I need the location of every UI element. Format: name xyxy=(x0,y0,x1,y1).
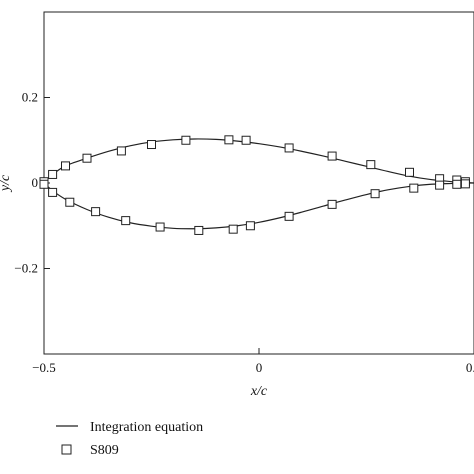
s809-marker xyxy=(147,140,156,150)
s809-marker xyxy=(121,216,131,226)
x-axis-ticks: −0.5 0 0.5 xyxy=(32,348,474,375)
s809-marker xyxy=(181,135,191,145)
legend-square-swatch xyxy=(61,444,72,455)
s809-marker xyxy=(48,169,58,179)
y-axis-label: y/c xyxy=(0,174,13,193)
s809-marker xyxy=(245,221,255,231)
s809-marker xyxy=(327,151,337,161)
legend-label-integration-equation: Integration equation xyxy=(90,420,203,435)
x-tick-label: 0 xyxy=(256,360,263,375)
s809-marker xyxy=(116,146,126,156)
x-tick-label: −0.5 xyxy=(32,360,56,375)
s809-marker xyxy=(460,179,470,189)
s809-marker xyxy=(284,211,294,221)
s809-marker xyxy=(194,225,204,235)
s809-marker xyxy=(82,153,92,163)
y-tick-label: −0.2 xyxy=(14,261,38,276)
s809-marker xyxy=(39,179,49,189)
y-tick-label: 0.2 xyxy=(22,90,38,105)
s809-marker xyxy=(48,187,58,197)
s809-marker xyxy=(409,183,419,193)
legend-label-s809: S809 xyxy=(90,443,119,458)
s809-marker xyxy=(405,167,414,177)
s809-marker xyxy=(327,199,337,209)
y-tick-label: 0 xyxy=(32,175,39,190)
x-axis-label: x/c xyxy=(250,384,268,399)
s809-marker xyxy=(65,197,75,207)
plot-frame xyxy=(43,11,474,355)
s809-marker xyxy=(155,222,165,232)
s809-marker xyxy=(91,207,101,217)
s809-marker xyxy=(228,224,238,234)
s809-marker xyxy=(370,189,380,199)
s809-marker xyxy=(366,160,376,170)
x-tick-label: 0.5 xyxy=(466,360,474,375)
s809-marker xyxy=(224,135,234,145)
s809-marker xyxy=(241,135,251,145)
s809-marker xyxy=(61,161,70,171)
s809-marker xyxy=(452,179,462,189)
series-markers xyxy=(39,135,470,235)
legend: Integration equation S809 xyxy=(56,420,203,458)
integration-equation-upper-line xyxy=(43,138,474,184)
s809-marker xyxy=(435,180,445,190)
s809-marker xyxy=(284,143,294,153)
